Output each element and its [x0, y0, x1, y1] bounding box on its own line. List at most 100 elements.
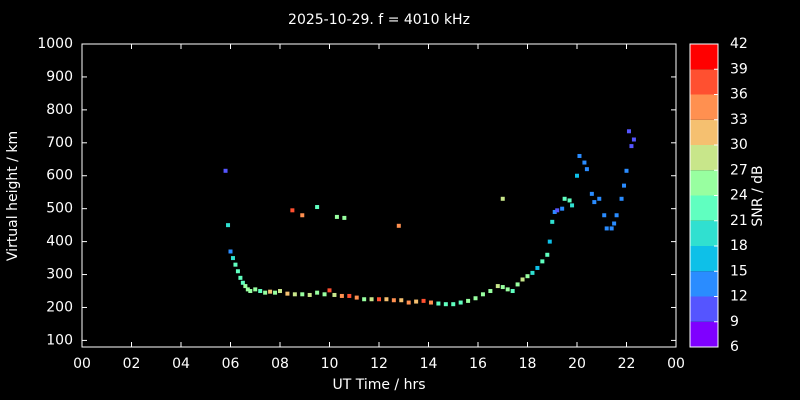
- data-point: [245, 287, 250, 292]
- data-point: [515, 282, 520, 287]
- data-point: [223, 168, 228, 173]
- colorbar-band: [690, 170, 718, 196]
- data-point: [500, 285, 505, 290]
- data-point: [339, 293, 344, 298]
- colorbar-tick-label: 36: [730, 87, 748, 103]
- data-point: [629, 144, 634, 149]
- data-point: [443, 302, 448, 307]
- data-point: [315, 205, 320, 210]
- data-point: [520, 277, 525, 282]
- data-point: [342, 215, 347, 220]
- data-point: [560, 206, 565, 211]
- colorbar-band: [690, 321, 718, 347]
- data-point: [285, 291, 290, 296]
- data-point: [315, 290, 320, 295]
- x-tick-label: 18: [519, 356, 537, 372]
- data-point: [505, 287, 510, 292]
- colorbar-band: [690, 145, 718, 171]
- data-point: [589, 191, 594, 196]
- x-tick-label: 08: [271, 356, 289, 372]
- data-point: [626, 129, 631, 134]
- data-point: [334, 214, 339, 219]
- data-point: [612, 221, 617, 226]
- y-tick-label: 300: [46, 267, 73, 283]
- y-tick-label: 900: [46, 69, 73, 85]
- colorbar-tick-label: 30: [730, 137, 748, 153]
- data-point: [406, 300, 411, 305]
- data-point: [624, 168, 629, 173]
- colorbar-band: [690, 195, 718, 221]
- x-tick-label: 00: [73, 356, 91, 372]
- x-tick-label: 02: [123, 356, 141, 372]
- data-point: [604, 226, 609, 231]
- data-point: [567, 198, 572, 203]
- colorbar-tick-label: 39: [730, 61, 748, 77]
- data-point: [525, 274, 530, 279]
- x-tick-label: 16: [469, 356, 487, 372]
- data-point: [268, 289, 273, 294]
- data-point: [582, 160, 587, 165]
- data-point: [253, 287, 258, 292]
- data-point: [552, 209, 557, 214]
- data-point: [263, 290, 268, 295]
- data-point: [597, 196, 602, 201]
- data-point: [622, 183, 627, 188]
- data-point: [575, 173, 579, 178]
- data-point: [535, 265, 540, 270]
- x-axis-label: UT Time / hrs: [332, 377, 425, 393]
- data-point: [377, 297, 381, 302]
- y-tick-label: 200: [46, 299, 73, 315]
- data-point: [555, 208, 560, 213]
- colorbar-tick-label: 21: [730, 213, 748, 229]
- colorbar-band: [690, 69, 718, 95]
- data-point: [584, 167, 589, 172]
- data-point: [570, 203, 575, 208]
- colorbar-label: SNR / dB: [750, 165, 766, 226]
- colorbar-band: [690, 296, 718, 322]
- data-point: [550, 219, 555, 224]
- y-tick-label: 100: [46, 332, 73, 348]
- colorbar-band: [690, 246, 718, 272]
- data-point: [451, 302, 456, 307]
- colorbar-tick-label: 9: [730, 314, 739, 330]
- data-point: [428, 300, 433, 305]
- data-point: [480, 292, 485, 297]
- x-tick-label: 04: [172, 356, 190, 372]
- data-point: [258, 289, 263, 294]
- x-tick-label: 10: [321, 356, 339, 372]
- colorbar-tick-label: 27: [730, 162, 748, 178]
- data-point: [278, 289, 282, 294]
- data-point: [562, 196, 567, 201]
- data-point: [396, 223, 401, 228]
- colorbar-band: [690, 44, 718, 70]
- data-point: [238, 275, 243, 280]
- colorbar-tick-label: 42: [730, 36, 748, 52]
- y-tick-label: 800: [46, 102, 73, 118]
- data-point: [248, 289, 253, 294]
- chart-title: 2025-10-29. f = 4010 kHz: [288, 12, 470, 28]
- data-point: [273, 290, 278, 295]
- data-point: [290, 208, 295, 213]
- data-point: [436, 301, 441, 306]
- data-point: [510, 289, 515, 294]
- data-point: [399, 298, 404, 303]
- data-point: [230, 256, 235, 261]
- data-point: [458, 300, 463, 305]
- data-point: [228, 249, 233, 254]
- data-point: [495, 284, 500, 289]
- data-point: [545, 252, 550, 257]
- data-point: [233, 262, 238, 267]
- y-tick-label: 400: [46, 234, 73, 250]
- colorbar-tick-label: 15: [730, 263, 748, 279]
- colorbar-tick-label: 24: [730, 188, 748, 204]
- data-point: [473, 296, 478, 301]
- x-tick-label: 22: [618, 356, 636, 372]
- colorbar-band: [690, 271, 718, 297]
- colorbar-tick-label: 12: [730, 289, 748, 305]
- data-point: [240, 280, 245, 285]
- data-point: [322, 292, 327, 297]
- data-point: [391, 298, 396, 303]
- data-point: [226, 223, 231, 228]
